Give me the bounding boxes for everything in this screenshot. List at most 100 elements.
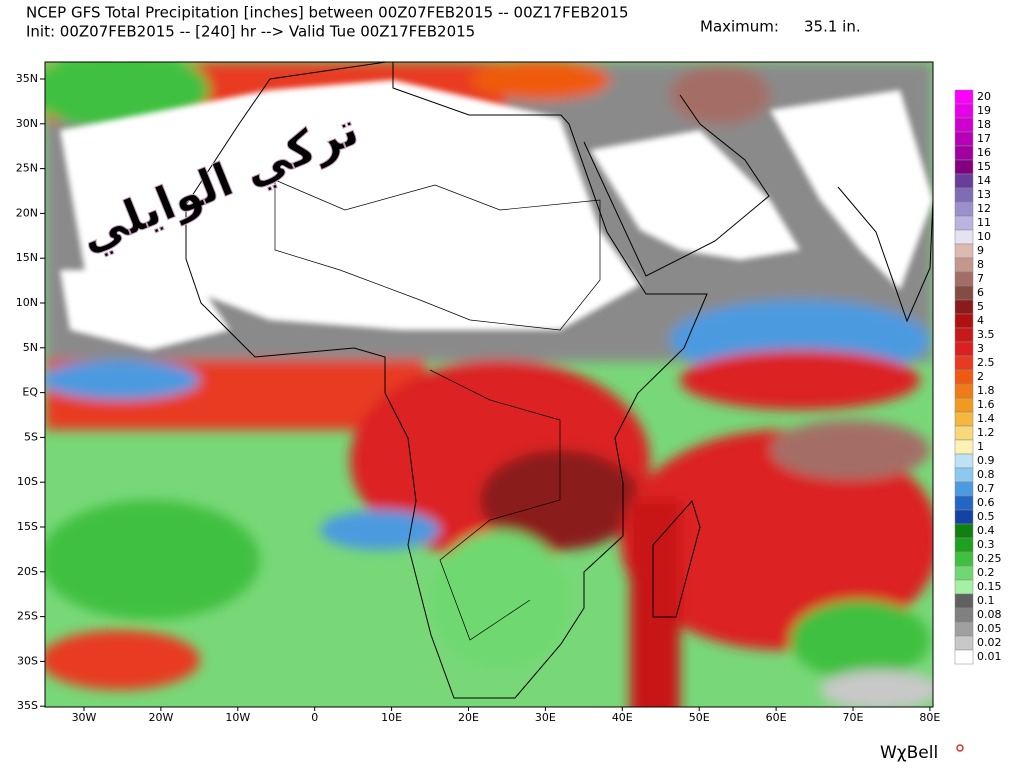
legend-swatch xyxy=(954,635,974,651)
legend-label: 19 xyxy=(977,104,991,117)
legend-swatch xyxy=(954,103,974,119)
legend-label: 17 xyxy=(977,132,991,145)
legend-swatch xyxy=(954,621,974,637)
lon-label: 40E xyxy=(612,711,633,724)
lat-label: EQ xyxy=(22,386,38,399)
lat-label: 30N xyxy=(16,117,38,130)
lat-label: 25N xyxy=(16,162,38,175)
legend-label: 2.5 xyxy=(977,356,995,369)
legend-label: 0.9 xyxy=(977,454,995,467)
coastlines xyxy=(185,62,933,699)
legend-swatch xyxy=(954,453,974,469)
legend-swatch xyxy=(954,159,974,175)
lon-label: 80E xyxy=(919,711,940,724)
legend-label: 3.5 xyxy=(977,328,995,341)
legend-label: 3 xyxy=(977,342,984,355)
legend-swatch xyxy=(954,173,974,189)
legend-swatch xyxy=(954,257,974,273)
lat-label: 20S xyxy=(17,565,38,578)
legend-swatch xyxy=(954,89,974,105)
legend-swatch xyxy=(954,579,974,595)
legend-swatch xyxy=(954,439,974,455)
legend-label: 0.25 xyxy=(977,552,1002,565)
lat-label: 10N xyxy=(16,296,38,309)
legend-label: 2 xyxy=(977,370,984,383)
lat-label: 5N xyxy=(23,341,38,354)
logo-dot xyxy=(956,744,964,752)
legend-swatch xyxy=(954,229,974,245)
maximum-label: Maximum: xyxy=(700,18,779,36)
legend-swatch xyxy=(954,117,974,133)
legend-label: 14 xyxy=(977,174,991,187)
legend-swatch xyxy=(954,607,974,623)
logo: WχBell xyxy=(880,743,938,763)
legend-swatch xyxy=(954,397,974,413)
legend-label: 12 xyxy=(977,202,991,215)
legend-swatch xyxy=(954,201,974,217)
legend-label: 1.4 xyxy=(977,412,995,425)
legend-label: 7 xyxy=(977,272,984,285)
lon-labels: 30W 20W 10W 0 10E 20E 30E 40E 50E 60E 70E 80E xyxy=(72,707,940,724)
lon-label: 60E xyxy=(766,711,787,724)
legend-label: 15 xyxy=(977,160,991,173)
legend-swatch xyxy=(954,481,974,497)
legend-label: 0.08 xyxy=(977,608,1002,621)
legend-swatch xyxy=(954,327,974,343)
legend-swatch xyxy=(954,271,974,287)
legend-label: 20 xyxy=(977,90,991,103)
legend-swatch xyxy=(954,187,974,203)
lat-label: 35S xyxy=(17,699,38,712)
legend-label: 0.4 xyxy=(977,524,995,537)
legend-label: 0.02 xyxy=(977,636,1002,649)
legend: 20191817161514131211109876543.532.521.81… xyxy=(954,89,1002,665)
lon-label: 20E xyxy=(458,711,479,724)
legend-label: 6 xyxy=(977,286,984,299)
lon-label: 30W xyxy=(72,711,97,724)
legend-swatch xyxy=(954,593,974,609)
legend-swatch xyxy=(954,145,974,161)
legend-label: 0.15 xyxy=(977,580,1002,593)
legend-label: 0.6 xyxy=(977,496,995,509)
legend-swatch xyxy=(954,369,974,385)
legend-label: 9 xyxy=(977,244,984,257)
title-line-1: NCEP GFS Total Precipitation [inches] be… xyxy=(26,4,629,22)
legend-swatch xyxy=(954,425,974,441)
legend-swatch xyxy=(954,215,974,231)
lat-label: 15S xyxy=(17,520,38,533)
legend-label: 18 xyxy=(977,118,991,131)
legend-label: 16 xyxy=(977,146,991,159)
lon-label: 70E xyxy=(843,711,864,724)
legend-swatch xyxy=(954,341,974,357)
legend-label: 0.2 xyxy=(977,566,995,579)
legend-swatch xyxy=(954,299,974,315)
lon-label: 0 xyxy=(311,711,318,724)
legend-label: 1 xyxy=(977,440,984,453)
lon-label: 30E xyxy=(535,711,556,724)
lon-label: 20W xyxy=(148,711,173,724)
lat-label: 20N xyxy=(16,206,38,219)
legend-swatch xyxy=(954,243,974,259)
lon-label: 50E xyxy=(689,711,710,724)
legend-swatch xyxy=(954,537,974,553)
lat-label: 30S xyxy=(17,654,38,667)
lat-label: 5S xyxy=(24,430,38,443)
legend-label: 8 xyxy=(977,258,984,271)
legend-label: 0.8 xyxy=(977,468,995,481)
legend-swatch xyxy=(954,495,974,511)
legend-label: 5 xyxy=(977,300,984,313)
legend-label: 1.6 xyxy=(977,398,995,411)
legend-swatch xyxy=(954,467,974,483)
legend-swatch xyxy=(954,509,974,525)
legend-swatch xyxy=(954,383,974,399)
legend-label: 0.3 xyxy=(977,538,995,551)
lat-label: 10S xyxy=(17,475,38,488)
lat-label: 15N xyxy=(16,251,38,264)
legend-label: 0.5 xyxy=(977,510,995,523)
legend-swatch xyxy=(954,285,974,301)
title-line-2: Init: 00Z07FEB2015 -- [240] hr --> Valid… xyxy=(26,23,475,41)
lon-label: 10E xyxy=(381,711,402,724)
legend-swatch xyxy=(954,523,974,539)
legend-label: 1.8 xyxy=(977,384,995,397)
